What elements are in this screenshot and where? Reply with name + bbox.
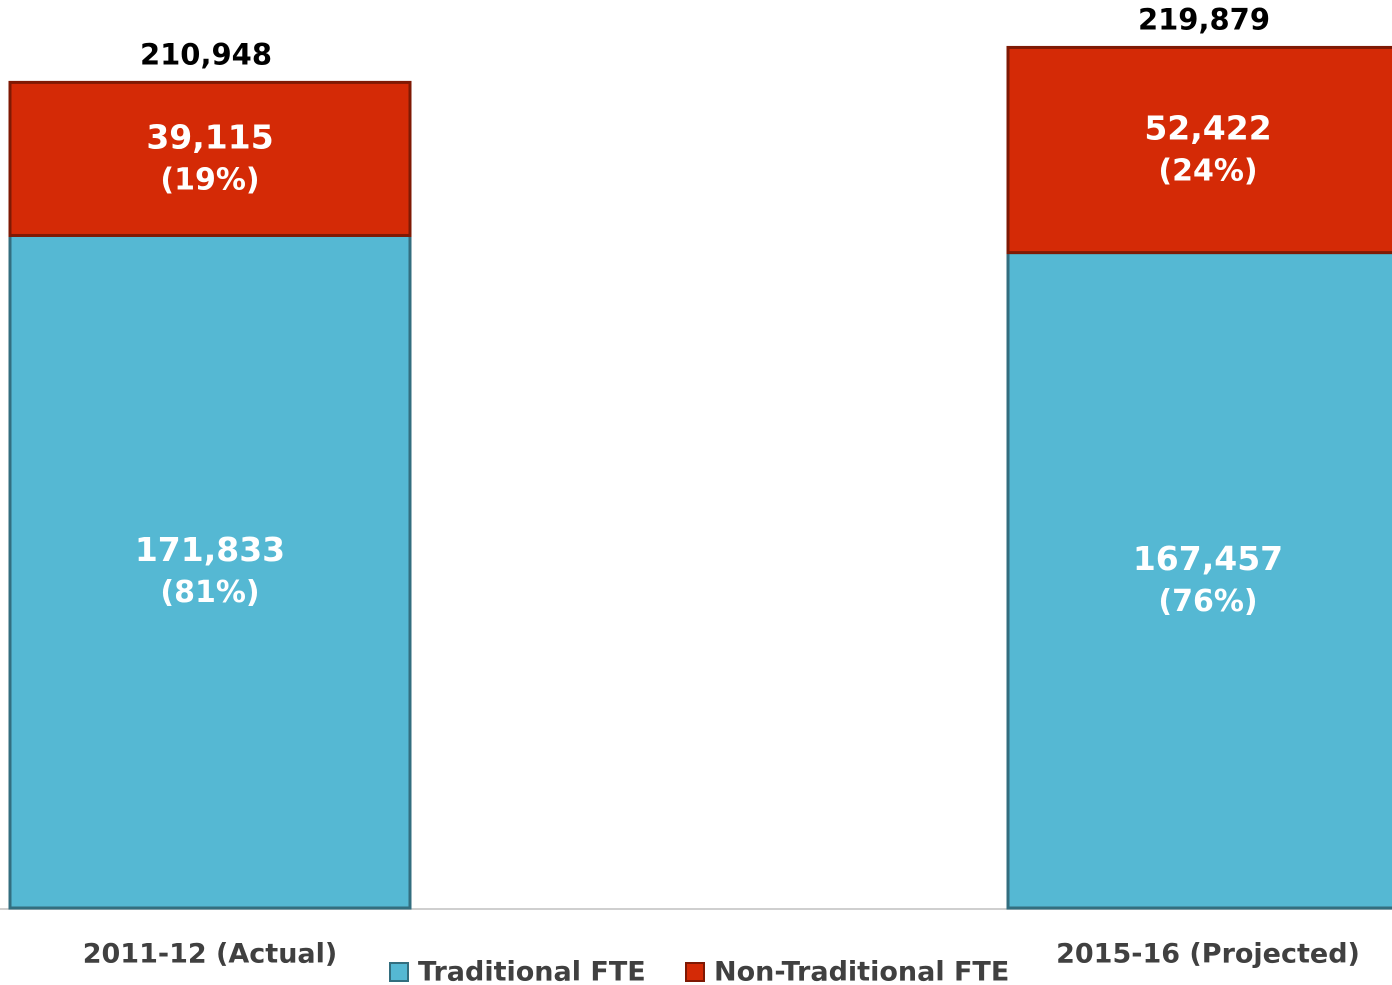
bar-segment bbox=[1006, 251, 1392, 910]
legend-label: Traditional FTE bbox=[418, 957, 646, 985]
value-label: 171,833 bbox=[135, 530, 285, 569]
x-tick-label: 2011-12 (Actual) bbox=[83, 939, 338, 970]
bar-segment bbox=[8, 233, 412, 910]
total-label: 210,948 bbox=[140, 37, 272, 71]
x-tick-label: 2015-16 (Projected) bbox=[1056, 939, 1360, 970]
legend-swatch bbox=[685, 962, 705, 982]
value-label: 52,422 bbox=[1144, 109, 1271, 148]
legend-label: Non-Traditional FTE bbox=[714, 957, 1009, 985]
value-label: 167,457 bbox=[1133, 539, 1283, 578]
total-label: 219,879 bbox=[1138, 2, 1270, 36]
percent-label: (19%) bbox=[160, 162, 259, 197]
percent-label: (76%) bbox=[1158, 584, 1257, 619]
bar-segment bbox=[8, 80, 412, 237]
value-label: 39,115 bbox=[146, 117, 273, 156]
bar-segment bbox=[1006, 45, 1392, 255]
percent-label: (81%) bbox=[160, 575, 259, 610]
percent-label: (24%) bbox=[1158, 154, 1257, 189]
legend-swatch bbox=[389, 962, 409, 982]
